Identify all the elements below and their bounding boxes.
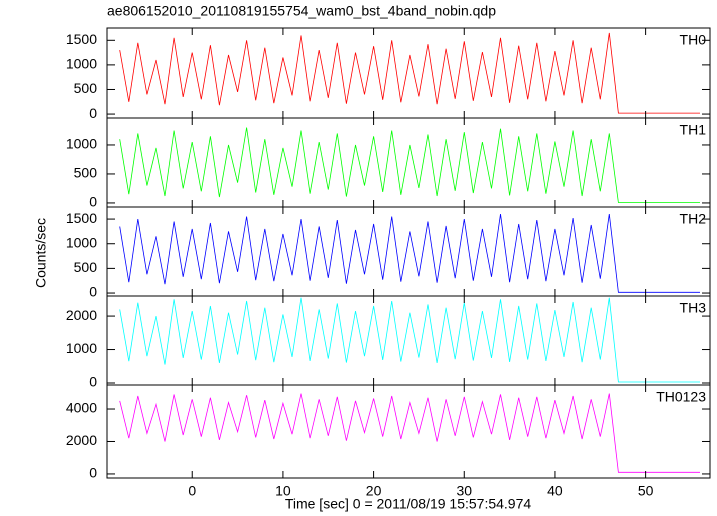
panel-frame <box>106 206 711 297</box>
y-tick-label: 1500 <box>66 210 97 226</box>
series-line <box>119 127 700 203</box>
y-tick-label: 2000 <box>66 307 97 323</box>
panel-frame <box>106 117 711 208</box>
y-tick-label: 1000 <box>66 136 97 152</box>
y-tick-label: 0 <box>89 105 97 121</box>
series-name: TH2 <box>680 211 707 227</box>
x-tick-label: 30 <box>456 483 472 499</box>
y-tick-label: 1000 <box>66 340 97 356</box>
series-name: TH3 <box>680 300 707 316</box>
y-tick-label: 0 <box>89 374 97 390</box>
series-line <box>119 297 700 383</box>
x-tick-label: 50 <box>638 483 654 499</box>
chart-title: ae806152010_20110819155754_wam0_bst_4ban… <box>107 3 496 19</box>
x-tick-label: 20 <box>366 483 382 499</box>
y-tick-label: 500 <box>74 80 98 96</box>
panel-frame <box>106 384 711 479</box>
y-tick-label: 500 <box>74 259 98 275</box>
panel-frame <box>106 27 711 119</box>
x-axis-label: Time [sec] 0 = 2011/08/19 15:57:54.974 <box>285 496 532 512</box>
series-name: TH0 <box>680 32 707 48</box>
series-line <box>119 32 700 114</box>
y-tick-label: 0 <box>89 465 97 481</box>
y-tick-label: 1500 <box>66 31 97 47</box>
x-tick-label: 0 <box>188 483 196 499</box>
series-name: TH0123 <box>656 389 706 405</box>
y-tick-label: 1000 <box>66 234 97 250</box>
y-tick-label: 1000 <box>66 56 97 72</box>
x-tick-label: 40 <box>547 483 563 499</box>
series-line <box>119 393 700 473</box>
y-tick-label: 4000 <box>66 400 97 416</box>
y-tick-label: 0 <box>89 284 97 300</box>
x-tick-label: 10 <box>275 483 291 499</box>
y-axis-label: Counts/sec <box>33 218 49 288</box>
y-tick-label: 2000 <box>66 432 97 448</box>
y-tick-label: 0 <box>89 194 97 210</box>
series-name: TH1 <box>680 122 707 138</box>
y-tick-label: 500 <box>74 165 98 181</box>
series-line <box>119 214 700 293</box>
